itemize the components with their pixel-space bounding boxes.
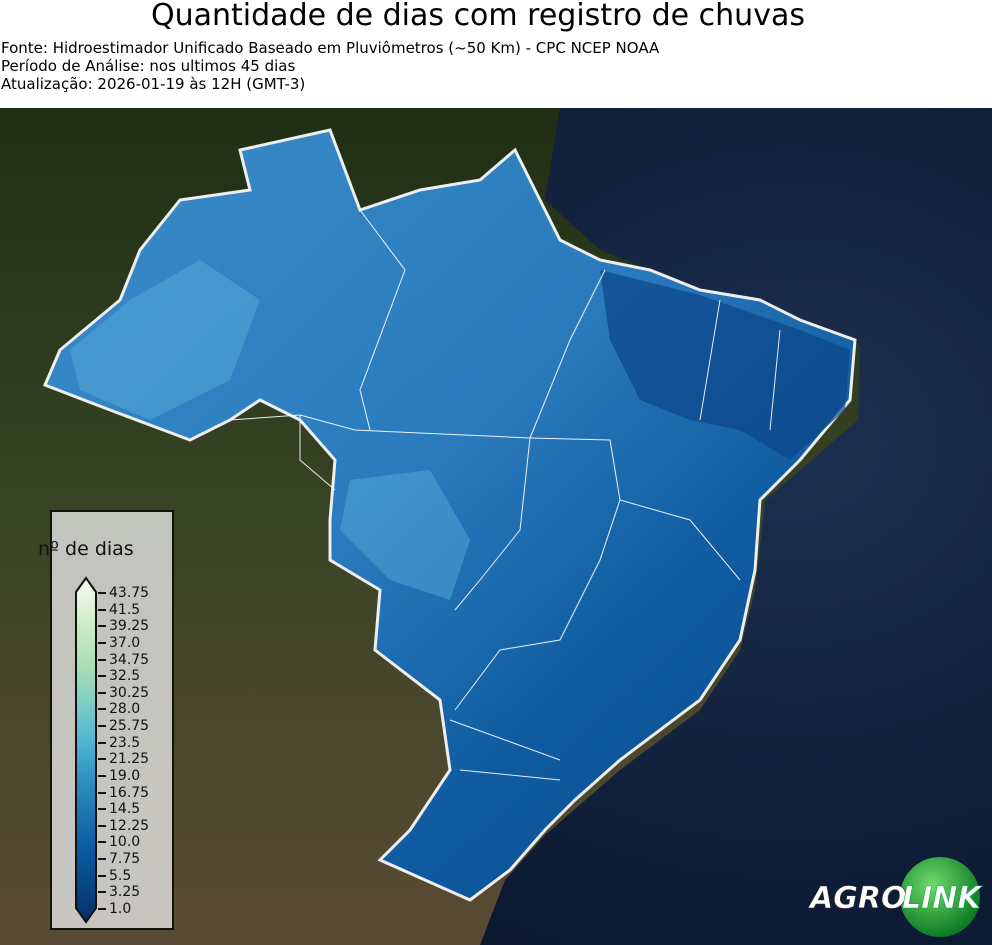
colorbar-tick-label: 39.25: [109, 618, 150, 635]
colorbar-tick-label: 3.25: [109, 884, 141, 901]
colorbar-tick: [98, 841, 106, 844]
colorbar-tick-label: 43.75: [109, 585, 150, 601]
colorbar-tick: [98, 675, 106, 678]
colorbar-tick: [98, 592, 106, 594]
colorbar-tick: [98, 891, 106, 894]
colorbar-tick-label: 19.0: [109, 767, 141, 784]
svg-text:AGRO: AGRO: [808, 881, 906, 916]
colorbar-tick-label: 23.5: [109, 734, 141, 751]
chart-title: Quantidade de dias com registro de chuva…: [151, 0, 805, 33]
colorbar-tick-label: 32.5: [109, 668, 141, 685]
period-text: Período de Análise: nos ultimos 45 dias: [1, 57, 296, 75]
colorbar-tick: [98, 824, 106, 827]
source-text: Fonte: Hidroestimador Unificado Baseado …: [1, 39, 660, 57]
colorbar-tick: [98, 791, 106, 794]
colorbar-tick: [98, 858, 106, 861]
colorbar-legend: nº de dias 43.75 41.5 39.25 37.0 34.75 32.5 30…: [38, 510, 174, 930]
colorbar-tick: [98, 808, 106, 811]
light-rain-zone: [70, 260, 470, 600]
colorbar-fill: [75, 576, 97, 924]
colorbar-tick-label: 25.75: [109, 718, 150, 735]
legend-title: nº de dias: [38, 538, 134, 560]
svg-text:LINK: LINK: [902, 881, 983, 916]
colorbar-tick: [98, 641, 106, 644]
colorbar-tick: [98, 708, 106, 711]
colorbar-tick: [98, 741, 106, 744]
colorbar-tick: [98, 725, 106, 728]
colorbar-tick-label: 5.5: [109, 867, 132, 884]
colorbar-tick-label: 1.0: [109, 901, 132, 917]
colorbar-tick-label: 41.5: [109, 601, 141, 618]
state-borders: [229, 209, 781, 781]
colorbar-tick: [98, 908, 106, 910]
colorbar: [75, 576, 97, 924]
colorbar-tick-label: 7.75: [109, 851, 141, 868]
rain-days-map: [0, 108, 992, 945]
colorbar-tick: [98, 774, 106, 777]
colorbar-tick-label: 16.75: [109, 784, 150, 801]
colorbar-tick: [98, 658, 106, 661]
colorbar-tick-label: 28.0: [109, 701, 141, 718]
colorbar-tick: [98, 874, 106, 877]
colorbar-tick: [98, 758, 106, 761]
colorbar-tick-label: 30.25: [109, 684, 150, 701]
colorbar-tick: [98, 608, 106, 611]
colorbar-tick-label: 37.0: [109, 634, 141, 651]
colorbar-tick-label: 12.25: [109, 817, 150, 834]
colorbar-tick-label: 21.25: [109, 751, 150, 768]
agrolink-logo: AGRO LINK: [808, 857, 983, 937]
dark-rain-zone: [600, 270, 850, 460]
colorbar-tick-label: 10.0: [109, 834, 141, 851]
colorbar-tick: [98, 691, 106, 694]
colorbar-tick: [98, 625, 106, 628]
updated-text: Atualização: 2026-01-19 às 12H (GMT-3): [1, 75, 306, 93]
colorbar-tick-label: 14.5: [109, 801, 141, 818]
colorbar-tick-label: 34.75: [109, 651, 150, 668]
